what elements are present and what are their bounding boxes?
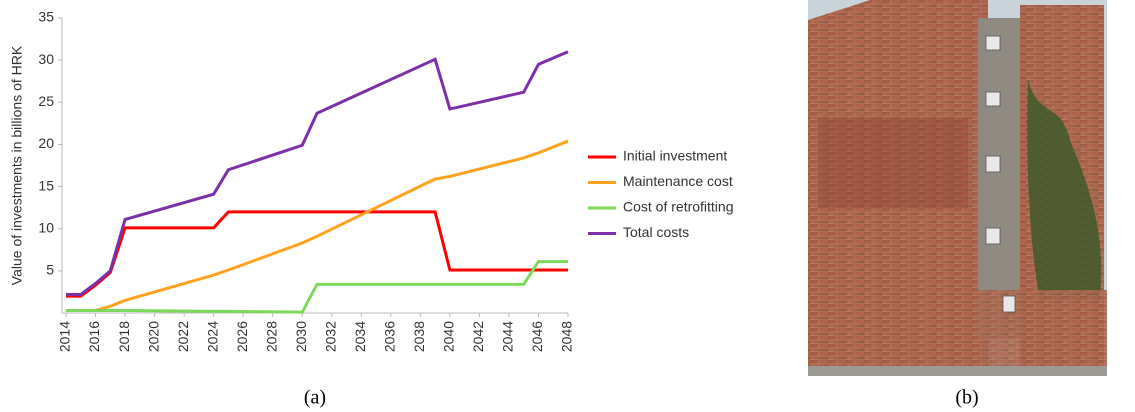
y-tick-label: 20 [38,135,54,151]
x-tick-label: 2020 [145,321,161,352]
x-tick-label: 2018 [116,321,132,352]
x-tick-label: 2032 [322,321,338,352]
chart: 5 10 15 20 25 30 35 2014 2016 2018 2020 2022 2024 202… [9,9,734,352]
y-tick-label: 35 [38,9,54,25]
x-tick-label: 2036 [382,321,398,352]
x-tick-label: 2024 [204,321,220,352]
x-tick-label: 2028 [263,321,279,352]
legend-label: Total costs [623,224,689,240]
y-tick-label: 10 [38,219,54,235]
series-line [66,52,568,295]
y-tick-label: 15 [38,177,54,193]
x-tick-label: 2030 [293,321,309,352]
figure: 5 10 15 20 25 30 35 2014 2016 2018 2020 2022 2024 202… [0,0,1135,412]
y-tick-label: 30 [38,51,54,67]
caption: (a) [304,387,326,409]
y-tick-label: 5 [46,262,54,278]
y-tick-label: 25 [38,93,54,109]
x-tick-label: 2042 [470,321,486,352]
x-tick-label: 2048 [559,321,575,352]
x-tick-label: 2034 [352,321,368,352]
x-tick-label: 2016 [86,321,102,352]
caption: (b) [955,387,978,409]
y-axis-title: Value of investments in billions of HRK [9,45,25,285]
legend-label: Maintenance cost [623,173,733,189]
legend-label: Cost of retrofitting [623,199,734,215]
x-tick-label: 2022 [175,321,191,352]
x-tick-label: 2038 [411,321,427,352]
photo [808,0,1107,376]
x-tick-label: 2046 [529,321,545,352]
x-tick-label: 2014 [57,321,73,352]
x-tick-label: 2044 [500,321,516,352]
legend-label: Initial investment [623,148,727,164]
x-tick-label: 2026 [234,321,250,352]
x-tick-label: 2040 [441,321,457,352]
